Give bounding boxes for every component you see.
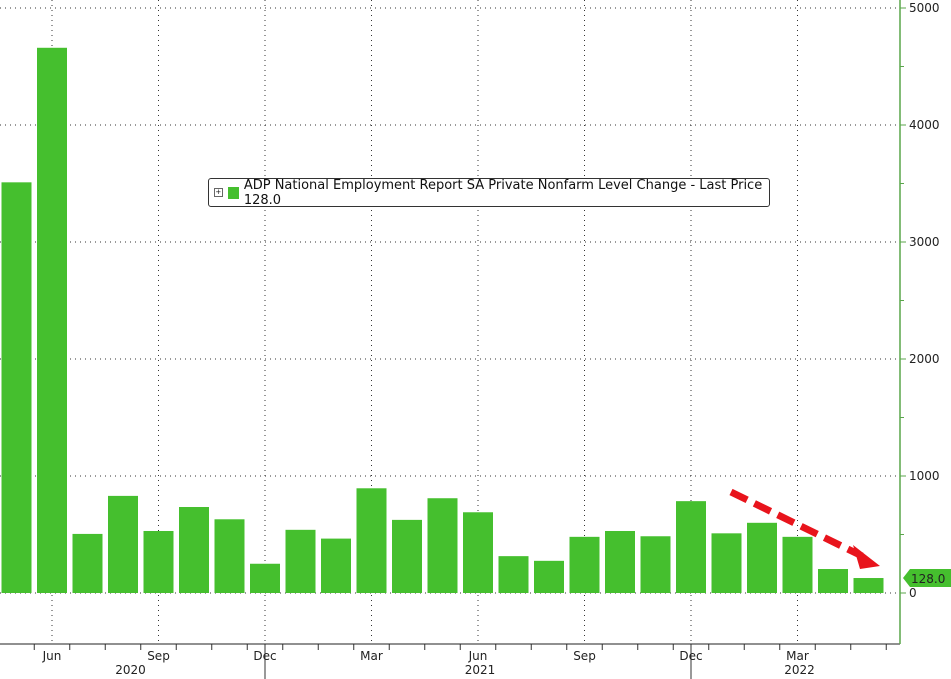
x-year-label: 2020 <box>115 663 146 677</box>
bar <box>427 498 458 593</box>
y-tick-label: 4000 <box>909 118 940 132</box>
bar <box>534 560 564 593</box>
x-year-label: 2022 <box>784 663 815 677</box>
last-price-label: 128.0 <box>911 572 945 586</box>
y-tick-label: 3000 <box>909 235 940 249</box>
expand-icon[interactable]: + <box>214 188 223 197</box>
x-tick-label: Jun <box>42 649 62 663</box>
bar <box>214 519 245 593</box>
trend-arrow <box>729 488 880 569</box>
bar <box>711 533 742 593</box>
bar <box>1 182 32 593</box>
bar <box>782 536 813 593</box>
legend-label: ADP National Employment Report SA Privat… <box>243 177 763 208</box>
bar <box>179 507 209 593</box>
bar <box>676 501 706 593</box>
bar <box>356 488 387 593</box>
x-tick-label: Sep <box>147 649 170 663</box>
bar <box>392 519 422 593</box>
bar <box>463 512 493 593</box>
bar <box>108 495 138 593</box>
legend-swatch <box>227 186 239 199</box>
bar <box>250 563 280 593</box>
x-tick-label: Jun <box>468 649 488 663</box>
x-tick-label: Mar <box>786 649 809 663</box>
bar <box>37 47 67 593</box>
y-tick-label: 2000 <box>909 352 940 366</box>
y-tick-label: 5000 <box>909 1 940 15</box>
x-tick-label: Sep <box>573 649 596 663</box>
bar <box>605 530 635 593</box>
x-year-label: 2021 <box>465 663 496 677</box>
bar <box>143 530 174 593</box>
bar <box>640 536 671 593</box>
x-tick-label: Mar <box>360 649 383 663</box>
legend: + ADP National Employment Report SA Priv… <box>208 177 770 208</box>
y-tick-label: 1000 <box>909 469 940 483</box>
bar <box>72 533 103 593</box>
bar <box>321 538 351 593</box>
bar <box>747 522 777 593</box>
bar <box>285 529 316 593</box>
bar <box>569 536 600 593</box>
bar <box>818 569 848 593</box>
last-price-tag <box>903 569 951 588</box>
y-tick-label: 0 <box>909 586 917 600</box>
bar <box>498 556 529 593</box>
bar <box>853 578 884 593</box>
bars <box>1 47 884 593</box>
